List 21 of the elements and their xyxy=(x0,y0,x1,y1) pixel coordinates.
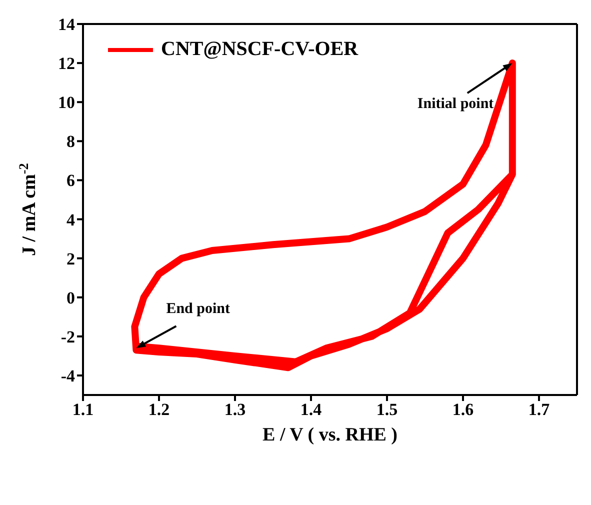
y-tick-label: -2 xyxy=(60,327,75,346)
y-tick-label: 0 xyxy=(66,288,75,308)
y-tick-label: -4 xyxy=(60,366,76,386)
x-tick-label: 1.5 xyxy=(376,400,398,420)
y-tick-label: 14 xyxy=(58,15,76,34)
y-tick-label: 6 xyxy=(66,171,75,190)
annotation: Initial point xyxy=(417,96,494,112)
legend-label: CNT@NSCF-CV-OER xyxy=(161,38,358,61)
x-tick-label: 1.2 xyxy=(148,400,170,420)
y-tick-label: 4 xyxy=(66,210,76,230)
x-tick-label: 1.3 xyxy=(224,400,246,420)
y-tick-label: 12 xyxy=(58,54,75,74)
x-tick-label: 1.1 xyxy=(72,400,94,420)
y-tick-label: 8 xyxy=(66,132,75,152)
x-tick-label: 1.7 xyxy=(528,400,550,420)
y-tick-label: 10 xyxy=(58,93,75,112)
x-tick-label: 1.6 xyxy=(452,400,474,420)
y-tick-label: 2 xyxy=(66,249,75,268)
x-axis-title: E / V ( vs. RHE ) xyxy=(262,424,398,446)
x-tick-label: 1.4 xyxy=(300,400,322,420)
annotation: End point xyxy=(166,301,230,318)
